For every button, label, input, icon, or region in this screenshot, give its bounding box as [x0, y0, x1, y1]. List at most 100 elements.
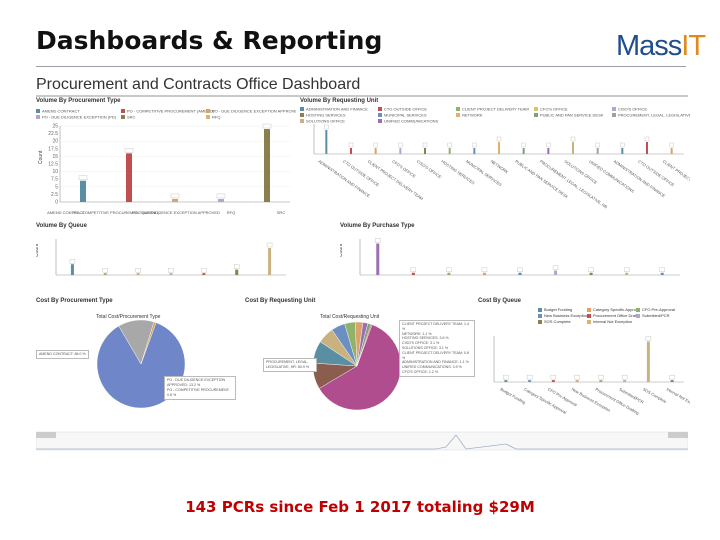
bar-value-tag: [620, 142, 625, 148]
panel-title: Volume By Requesting Unit: [300, 98, 379, 104]
legend-label: SRC: [127, 115, 136, 120]
pie-label-list: CLIENT PROJECT DELIVERY TEAM: 1.4 % NETWO…: [399, 320, 475, 377]
bar-value-tag: [234, 264, 240, 269]
pie-label: PROCUREMENT, LEGAL, LEGISLATIVE, HR: 60.…: [263, 358, 317, 372]
y-tick-label: 5: [55, 184, 58, 190]
legend-label: PO - COMPETITIVE PROCUREMENT (AMEND): [127, 109, 215, 114]
title-divider: [36, 66, 686, 67]
bar: [660, 272, 664, 275]
x-category-label: NETWORK: [490, 159, 510, 175]
dashboard-divider: [36, 95, 688, 97]
legend-item: Interval Not Exception: [587, 319, 636, 324]
bar: [522, 148, 525, 154]
bar: [218, 198, 224, 202]
bar: [498, 142, 500, 154]
pie-label-item: NETWORK: 1.1 %: [402, 331, 432, 336]
bar-value-tag: [517, 267, 523, 272]
pie-label-item: HOSTING SERVICES: 3.6 %: [402, 336, 449, 341]
pie-label-item: CLIENT PROJECT DELIVERY TEAM: 1.4 %: [402, 322, 469, 331]
slide-title: Dashboards & Reporting: [36, 26, 383, 55]
legend-swatch: [538, 307, 542, 312]
y-tick-label: 20: [52, 139, 58, 145]
cost-requesting-unit-pie: [312, 321, 402, 411]
legend-label: Category Specific Approval: [593, 307, 636, 312]
legend-swatch: [587, 307, 591, 312]
panel-volume-by-queue: Volume By Queue Count: [36, 223, 296, 297]
bar-value-tag: [168, 268, 174, 273]
pie-label-line: PO - DUE DILIGENCE EXCEPTION APPROVED: 1…: [167, 378, 226, 387]
legend-label: UNIFIED COMMUNICATIONS: [384, 119, 438, 124]
timeline-navigator[interactable]: [36, 430, 688, 460]
bar: [589, 272, 593, 275]
legend-item: Procurement Office Drafting: [587, 313, 636, 318]
bar-value-tag: [78, 175, 88, 180]
panel-volume-by-procurement-type: Volume By Procurement Type AMEND CONTRAC…: [36, 98, 296, 220]
bar: [554, 270, 558, 275]
legend-label: NETWORK: [462, 113, 483, 118]
bar-value-tag: [124, 148, 134, 153]
legend-label: PO - DUE DILIGENCE EXCEPTION APPROVED: [212, 109, 296, 114]
legend-label: CISO'S OFFICE: [618, 107, 647, 112]
panel-title: Cost By Procurement Type: [36, 298, 113, 304]
bar-value-tag: [595, 142, 600, 148]
bar-value-tag: [503, 374, 509, 380]
legend-label: CLIENT PROJECT DELIVERY TEAM: [462, 107, 529, 112]
bar-value-tag: [102, 268, 108, 273]
legend-label: HOSTING SERVICES: [306, 113, 346, 118]
x-category-label: Interval Not Exception: [666, 387, 690, 411]
bar-value-tag: [216, 193, 226, 199]
bar-value-tag: [621, 374, 628, 380]
legend-swatch: [534, 113, 538, 117]
bar-value-tag: [398, 142, 403, 148]
x-category-label: UNIFIED COMMUNICATIONS: [588, 159, 635, 194]
legend-label: CFO Pre-Approval: [642, 307, 675, 312]
bar-value-tag: [552, 265, 559, 270]
bar: [448, 148, 451, 154]
bar: [399, 148, 402, 154]
bar: [621, 148, 624, 154]
bar: [447, 272, 451, 275]
bar: [623, 380, 627, 382]
legend-swatch: [300, 107, 304, 111]
legend-swatch: [121, 115, 125, 119]
pie-title: Total Cost/Procurement Type: [96, 314, 161, 320]
bar-value-tag: [266, 242, 273, 248]
legend-swatch: [456, 107, 460, 111]
bar: [518, 272, 522, 275]
y-tick-label: 0: [55, 200, 58, 206]
legend-label: PROCUREMENT, LEGAL, LEGISLATIVE, HR: [618, 113, 690, 118]
timeline-right-handle: [668, 432, 688, 438]
bar: [599, 380, 603, 382]
bar: [136, 273, 140, 275]
legend-swatch: [534, 107, 538, 111]
bar-value-tag: [446, 267, 452, 272]
legend-swatch: [538, 319, 542, 324]
pie-slice: [140, 321, 157, 365]
bar: [482, 272, 486, 275]
y-tick-label: 25: [52, 124, 58, 130]
panel-cost-by-requesting-unit: Cost By Requesting Unit Total Cost/Reque…: [245, 298, 475, 416]
pie-label: AMEND CONTRACT: 86.0 %: [36, 350, 89, 359]
x-category-label: SOS Complete: [642, 387, 668, 405]
y-axis-label: Count: [340, 243, 344, 257]
legend-swatch: [636, 313, 640, 318]
logo-mass-text: Mass: [616, 30, 682, 62]
legend-label: AMEND CONTRACT: [42, 109, 80, 114]
y-tick-label: 17.5: [48, 146, 58, 152]
pie-label-item: ADMINISTRATION AND FINANCE: 1.1 %: [402, 360, 469, 365]
bar: [268, 248, 272, 275]
legend-swatch: [538, 313, 542, 318]
bar-value-tag: [410, 267, 417, 272]
bar: [172, 198, 178, 202]
bar: [350, 148, 352, 154]
bar: [473, 148, 476, 154]
x-category-label: AMEND CONTRACT: [47, 210, 85, 215]
pie-slice: [356, 324, 373, 367]
bar-value-tag: [262, 123, 272, 129]
bar: [551, 380, 555, 382]
logo-it-text: IT: [681, 30, 706, 62]
bar-value-tag: [645, 336, 652, 341]
bar-value-tag: [574, 374, 580, 380]
timeline-track: [36, 431, 688, 451]
bar-value-tag: [550, 374, 557, 380]
